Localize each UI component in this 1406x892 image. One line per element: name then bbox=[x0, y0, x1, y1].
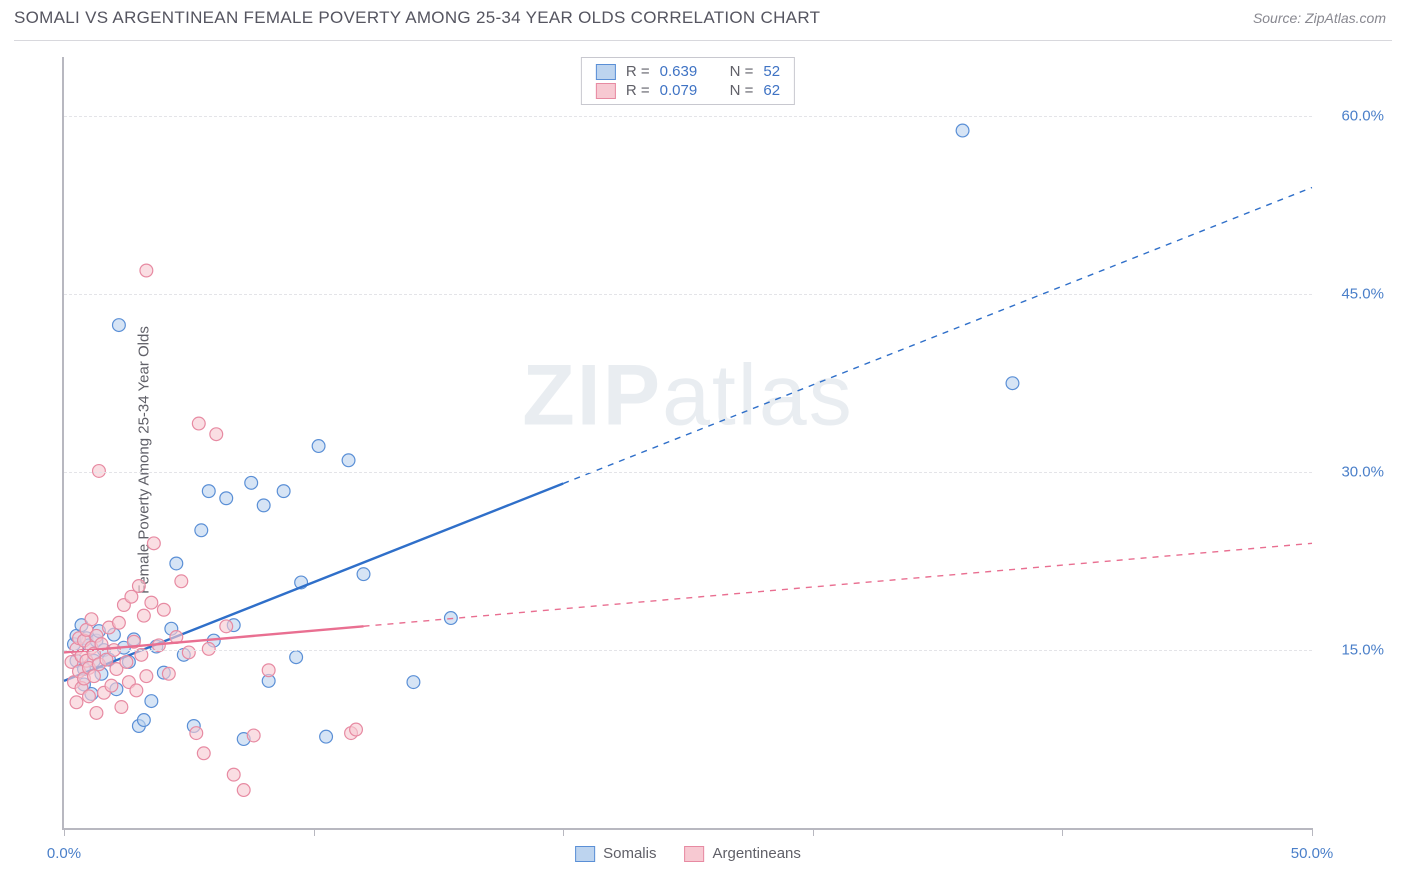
data-point bbox=[105, 679, 118, 692]
data-point bbox=[312, 440, 325, 453]
correlation-legend: R = 0.639 N = 52R = 0.079 N = 62 bbox=[581, 57, 795, 105]
x-tick bbox=[1312, 828, 1313, 836]
chart-title: SOMALI VS ARGENTINEAN FEMALE POVERTY AMO… bbox=[14, 8, 820, 28]
legend-n-label: N = bbox=[730, 82, 754, 99]
data-point bbox=[245, 476, 258, 489]
data-point bbox=[290, 651, 303, 664]
x-tick bbox=[813, 828, 814, 836]
data-point bbox=[113, 319, 126, 332]
gridline bbox=[64, 650, 1312, 651]
data-point bbox=[137, 714, 150, 727]
y-tick-label: 45.0% bbox=[1341, 286, 1384, 303]
series-legend-label: Somalis bbox=[603, 845, 656, 862]
gridline bbox=[64, 472, 1312, 473]
data-point bbox=[257, 499, 270, 512]
legend-r-value: 0.079 bbox=[660, 82, 714, 99]
data-point bbox=[157, 603, 170, 616]
data-point bbox=[132, 580, 145, 593]
data-point bbox=[83, 690, 96, 703]
data-point bbox=[192, 417, 205, 430]
legend-swatch bbox=[684, 846, 704, 862]
chart-source: Source: ZipAtlas.com bbox=[1253, 10, 1386, 26]
data-point bbox=[88, 670, 101, 683]
x-tick bbox=[1062, 828, 1063, 836]
data-point bbox=[262, 664, 275, 677]
data-point bbox=[227, 768, 240, 781]
data-point bbox=[956, 124, 969, 137]
gridline bbox=[64, 116, 1312, 117]
legend-row: R = 0.639 N = 52 bbox=[584, 62, 792, 81]
legend-swatch bbox=[596, 83, 616, 99]
y-tick-label: 30.0% bbox=[1341, 464, 1384, 481]
data-point bbox=[197, 747, 210, 760]
data-point bbox=[320, 730, 333, 743]
x-tick-label: 0.0% bbox=[47, 845, 81, 862]
trend-line-dashed bbox=[364, 543, 1312, 626]
data-point bbox=[145, 695, 158, 708]
data-point bbox=[70, 696, 83, 709]
data-point bbox=[220, 492, 233, 505]
data-point bbox=[90, 707, 103, 720]
series-legend-item: Argentineans bbox=[684, 845, 800, 862]
y-tick-label: 60.0% bbox=[1341, 108, 1384, 125]
x-tick bbox=[314, 828, 315, 836]
plot-region: ZIPatlas R = 0.639 N = 52R = 0.079 N = 6… bbox=[62, 57, 1312, 830]
data-point bbox=[140, 264, 153, 277]
data-point bbox=[140, 670, 153, 683]
data-point bbox=[407, 676, 420, 689]
data-point bbox=[175, 575, 188, 588]
data-point bbox=[137, 609, 150, 622]
legend-swatch bbox=[596, 64, 616, 80]
data-point bbox=[93, 465, 106, 478]
series-legend-item: Somalis bbox=[575, 845, 656, 862]
data-point bbox=[120, 656, 133, 669]
data-point bbox=[85, 613, 98, 626]
chart-svg bbox=[64, 57, 1312, 828]
legend-r-label: R = bbox=[626, 82, 650, 99]
data-point bbox=[220, 620, 233, 633]
legend-n-value: 52 bbox=[763, 63, 780, 80]
x-tick-label: 50.0% bbox=[1291, 845, 1334, 862]
data-point bbox=[162, 667, 175, 680]
data-point bbox=[195, 524, 208, 537]
data-point bbox=[147, 537, 160, 550]
data-point bbox=[357, 568, 370, 581]
series-legend-label: Argentineans bbox=[712, 845, 800, 862]
data-point bbox=[210, 428, 223, 441]
data-point bbox=[202, 642, 215, 655]
data-point bbox=[237, 784, 250, 797]
legend-r-label: R = bbox=[626, 63, 650, 80]
data-point bbox=[202, 485, 215, 498]
data-point bbox=[190, 727, 203, 740]
legend-r-value: 0.639 bbox=[660, 63, 714, 80]
data-point bbox=[130, 684, 143, 697]
x-tick bbox=[64, 828, 65, 836]
data-point bbox=[145, 596, 158, 609]
legend-n-value: 62 bbox=[763, 82, 780, 99]
data-point bbox=[170, 557, 183, 570]
data-point bbox=[350, 723, 363, 736]
x-tick bbox=[563, 828, 564, 836]
trend-line-dashed bbox=[563, 187, 1312, 483]
data-point bbox=[342, 454, 355, 467]
series-legend: Somalis Argentineans bbox=[575, 845, 801, 862]
data-point bbox=[1006, 377, 1019, 390]
y-tick-label: 15.0% bbox=[1341, 642, 1384, 659]
legend-row: R = 0.079 N = 62 bbox=[584, 81, 792, 100]
legend-swatch bbox=[575, 846, 595, 862]
data-point bbox=[182, 646, 195, 659]
data-point bbox=[277, 485, 290, 498]
data-point bbox=[247, 729, 260, 742]
data-point bbox=[113, 616, 126, 629]
legend-n-label: N = bbox=[730, 63, 754, 80]
chart-header: SOMALI VS ARGENTINEAN FEMALE POVERTY AMO… bbox=[0, 0, 1406, 32]
chart-area: Female Poverty Among 25-34 Year Olds ZIP… bbox=[14, 40, 1392, 878]
data-point bbox=[115, 701, 128, 714]
gridline bbox=[64, 294, 1312, 295]
